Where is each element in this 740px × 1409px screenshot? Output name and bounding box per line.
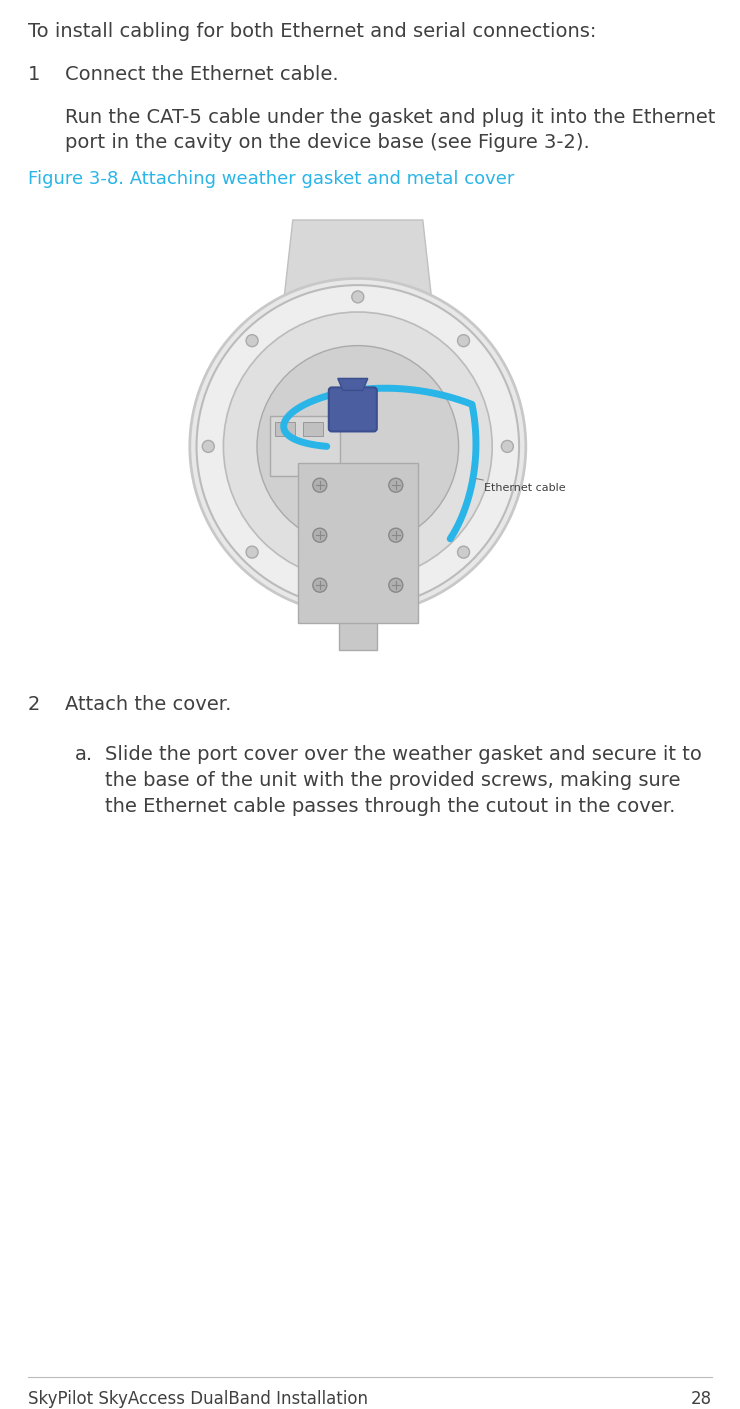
Text: port in the cavity on the device base (see Figure 3-2).: port in the cavity on the device base (s… xyxy=(65,132,590,152)
FancyBboxPatch shape xyxy=(275,423,295,437)
Circle shape xyxy=(457,335,469,347)
Text: the Ethernet cable passes through the cutout in the cover.: the Ethernet cable passes through the cu… xyxy=(105,797,676,816)
Text: To install cabling for both Ethernet and serial connections:: To install cabling for both Ethernet and… xyxy=(28,23,596,41)
Circle shape xyxy=(352,290,364,303)
Text: SkyPilot SkyAccess DualBand Installation: SkyPilot SkyAccess DualBand Installation xyxy=(28,1391,368,1408)
Circle shape xyxy=(189,279,526,614)
FancyBboxPatch shape xyxy=(329,387,377,431)
Text: Slide the port cover over the weather gasket and secure it to: Slide the port cover over the weather ga… xyxy=(105,745,702,764)
Text: 28: 28 xyxy=(691,1391,712,1408)
Text: Figure 3-8. Attaching weather gasket and metal cover: Figure 3-8. Attaching weather gasket and… xyxy=(28,170,514,187)
Circle shape xyxy=(246,335,258,347)
FancyBboxPatch shape xyxy=(297,464,418,623)
Polygon shape xyxy=(337,379,368,390)
Text: Attach the cover.: Attach the cover. xyxy=(65,695,232,714)
Polygon shape xyxy=(278,220,438,354)
FancyBboxPatch shape xyxy=(160,216,620,659)
FancyBboxPatch shape xyxy=(339,472,377,650)
Circle shape xyxy=(388,478,403,492)
Circle shape xyxy=(313,578,327,592)
Circle shape xyxy=(223,311,492,581)
Text: a.: a. xyxy=(75,745,93,764)
Circle shape xyxy=(388,528,403,542)
Circle shape xyxy=(313,528,327,542)
Circle shape xyxy=(246,547,258,558)
Circle shape xyxy=(197,285,519,607)
Circle shape xyxy=(388,578,403,592)
FancyBboxPatch shape xyxy=(303,423,323,437)
Text: 2: 2 xyxy=(28,695,41,714)
Text: Connect the Ethernet cable.: Connect the Ethernet cable. xyxy=(65,65,339,85)
Text: Ethernet cable: Ethernet cable xyxy=(476,479,565,493)
FancyBboxPatch shape xyxy=(270,417,340,476)
Text: 1: 1 xyxy=(28,65,41,85)
Text: Run the CAT-5 cable under the gasket and plug it into the Ethernet: Run the CAT-5 cable under the gasket and… xyxy=(65,108,716,127)
Circle shape xyxy=(202,441,215,452)
Circle shape xyxy=(501,441,514,452)
Circle shape xyxy=(352,590,364,602)
Text: the base of the unit with the provided screws, making sure: the base of the unit with the provided s… xyxy=(105,771,681,790)
Circle shape xyxy=(457,547,469,558)
Circle shape xyxy=(257,345,459,547)
Circle shape xyxy=(313,478,327,492)
